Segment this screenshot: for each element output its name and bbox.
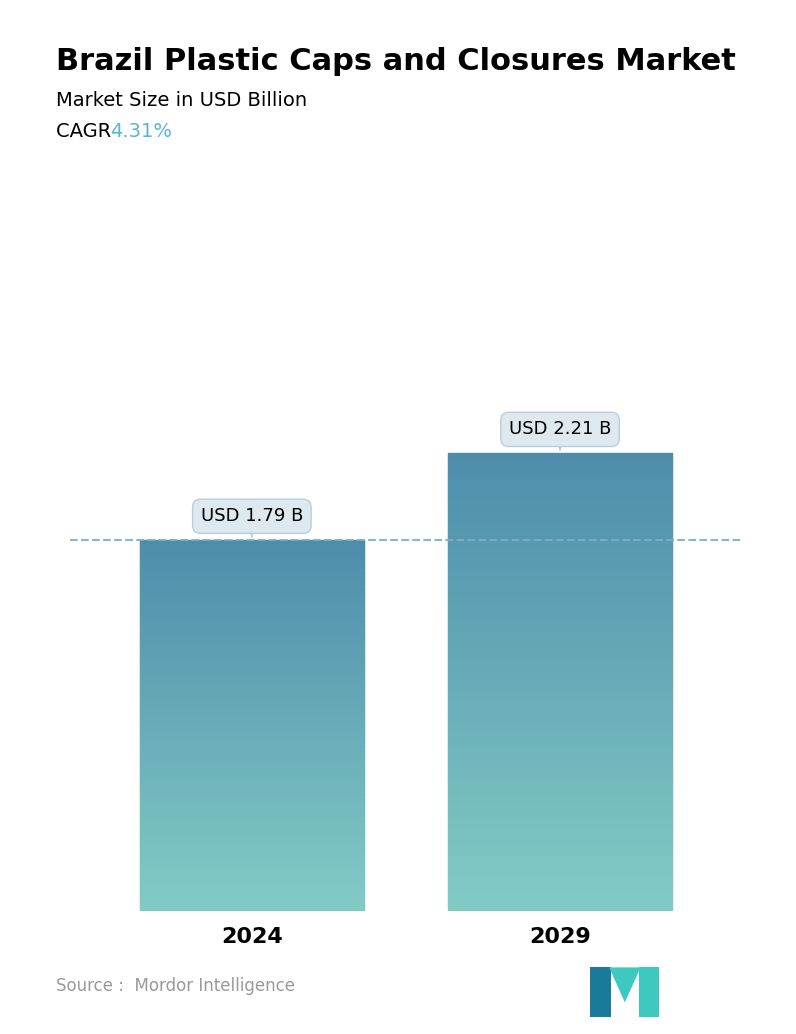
FancyBboxPatch shape	[639, 968, 659, 1016]
Text: Source :  Mordor Intelligence: Source : Mordor Intelligence	[56, 977, 295, 995]
Text: Market Size in USD Billion: Market Size in USD Billion	[56, 91, 306, 110]
Text: Brazil Plastic Caps and Closures Market: Brazil Plastic Caps and Closures Market	[56, 47, 736, 75]
Text: USD 1.79 B: USD 1.79 B	[201, 508, 303, 537]
FancyBboxPatch shape	[591, 968, 611, 1016]
Text: CAGR: CAGR	[56, 122, 117, 141]
Text: 4.31%: 4.31%	[110, 122, 172, 141]
Polygon shape	[609, 968, 641, 1002]
Text: USD 2.21 B: USD 2.21 B	[509, 421, 611, 450]
